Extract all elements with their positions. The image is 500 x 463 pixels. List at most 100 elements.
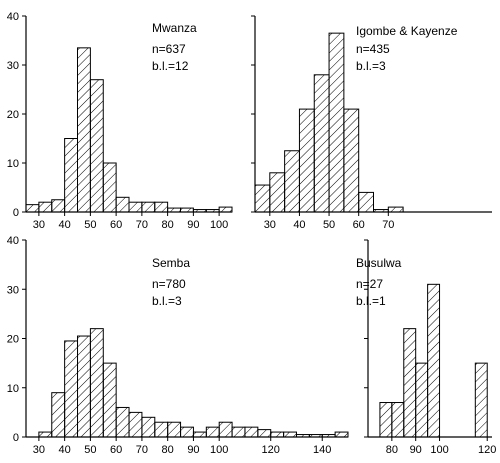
- histogram-bar: [192, 431, 207, 438]
- y-tick-label: 0: [13, 432, 19, 444]
- histogram-bar: [64, 138, 79, 213]
- histogram-bar: [154, 201, 169, 213]
- histogram-bar: [64, 340, 79, 438]
- histogram-bar: [415, 362, 429, 438]
- histogram-bar: [270, 431, 285, 438]
- panel-sample-size: n=637: [152, 42, 186, 56]
- histogram-bar: [25, 204, 40, 213]
- histogram-bar: [313, 74, 330, 213]
- y-tick-label: 20: [7, 109, 19, 121]
- x-tick-label: 50: [323, 219, 335, 231]
- histogram-bar: [89, 328, 104, 438]
- histogram-bar: [269, 172, 286, 213]
- histogram-bar: [141, 201, 156, 213]
- panel-bl-note: b.l.=3: [356, 59, 386, 73]
- histogram-mwanza: 30 40 50 60 70 80 90 100 0 10 20 30 40: [7, 11, 233, 231]
- histogram-bar: [403, 328, 417, 438]
- histogram-bar: [343, 108, 360, 213]
- histogram-bar: [38, 201, 53, 213]
- histogram-bar: [244, 426, 259, 438]
- x-tick-label: 120: [478, 444, 496, 456]
- panel-sample-size: n=780: [152, 277, 186, 291]
- histogram-igombe: 30 40 50 60 70: [251, 15, 492, 231]
- histogram-bar: [180, 426, 194, 438]
- x-tick-label: 80: [386, 444, 398, 456]
- histogram-bar: [474, 362, 488, 438]
- panel-title: Igombe & Kayenze: [356, 24, 458, 38]
- histogram-bar: [77, 335, 91, 438]
- histogram-bar: [283, 431, 297, 438]
- histogram-bar: [167, 421, 182, 438]
- histogram-bar: [328, 32, 345, 213]
- histogram-bar: [231, 426, 246, 438]
- histogram-bar: [51, 392, 66, 438]
- x-tick-label: 90: [187, 219, 199, 231]
- histogram-bar: [115, 406, 130, 438]
- histogram-bar: [218, 421, 233, 438]
- histogram-bar: [257, 429, 272, 438]
- histogram-bar: [334, 431, 349, 438]
- histogram-bar: [102, 362, 117, 438]
- histogram-bar: [427, 283, 441, 438]
- histogram-busulwa: 80 90 100 120: [364, 239, 496, 456]
- x-tick-label: 80: [162, 219, 174, 231]
- histogram-bar: [205, 426, 220, 438]
- x-tick-label: 80: [162, 444, 174, 456]
- x-tick-label: 90: [187, 444, 199, 456]
- x-tick-label: 40: [293, 219, 305, 231]
- histogram-bar: [115, 196, 130, 213]
- histogram-bar: [128, 201, 143, 213]
- panel-sample-size: n=27: [356, 277, 383, 291]
- y-tick-label: 40: [7, 235, 19, 247]
- x-tick-label: 100: [430, 444, 448, 456]
- panel-semba: Semba n=780 b.l.=3: [152, 256, 190, 308]
- panel-bl-note: b.l.=12: [152, 59, 189, 73]
- x-tick-label: 30: [33, 219, 45, 231]
- panel-busulwa: Busulwa n=27 b.l.=1: [356, 256, 402, 308]
- histogram-semba: 30 40 50 60 70 80 90 100 120 140 0 10 20 30 40: [7, 235, 349, 456]
- y-tick-label: 40: [7, 11, 19, 23]
- x-tick-label: 40: [59, 219, 71, 231]
- panel-bl-note: b.l.=1: [356, 294, 386, 308]
- panel-bl-note: b.l.=3: [152, 294, 182, 308]
- x-tick-label: 60: [353, 219, 365, 231]
- x-tick-label: 50: [84, 444, 96, 456]
- x-tick-label: 60: [110, 219, 122, 231]
- histogram-bar: [51, 199, 66, 213]
- panel-sample-size: n=435: [356, 42, 390, 56]
- x-tick-label: 70: [382, 219, 394, 231]
- x-tick-label: 60: [110, 444, 122, 456]
- y-tick-label: 10: [7, 383, 19, 395]
- histogram-bar: [284, 150, 300, 213]
- x-tick-label: 90: [410, 444, 422, 456]
- histogram-bar: [218, 206, 233, 213]
- x-tick-label: 50: [84, 219, 96, 231]
- x-tick-label: 40: [59, 444, 71, 456]
- histogram-bar: [128, 411, 143, 438]
- y-tick-label: 10: [7, 158, 19, 170]
- panel-igombe-kayenze: Igombe & Kayenze n=435 b.l.=3: [356, 24, 458, 73]
- panel-title: Semba: [152, 256, 190, 270]
- panel-title: Busulwa: [356, 256, 402, 270]
- histogram-bar: [38, 431, 53, 438]
- histogram-bar: [102, 162, 117, 213]
- x-tick-label: 120: [262, 444, 280, 456]
- panel-title: Mwanza: [152, 21, 197, 35]
- histogram-bar: [298, 108, 315, 213]
- x-tick-label: 70: [136, 444, 148, 456]
- panel-mwanza: Mwanza n=637 b.l.=12: [152, 21, 197, 73]
- histogram-bar: [379, 402, 393, 438]
- histogram-bar: [254, 184, 271, 213]
- x-tick-label: 30: [264, 219, 276, 231]
- x-tick-label: 100: [210, 444, 228, 456]
- y-tick-label: 0: [13, 207, 19, 219]
- x-tick-label: 30: [33, 444, 45, 456]
- histogram-bar: [391, 402, 405, 438]
- y-tick-label: 30: [7, 60, 19, 72]
- x-tick-label: 70: [136, 219, 148, 231]
- y-tick-label: 20: [7, 334, 19, 346]
- histogram-bar: [77, 47, 91, 213]
- histogram-bar: [358, 191, 375, 213]
- histogram-bar: [89, 79, 104, 213]
